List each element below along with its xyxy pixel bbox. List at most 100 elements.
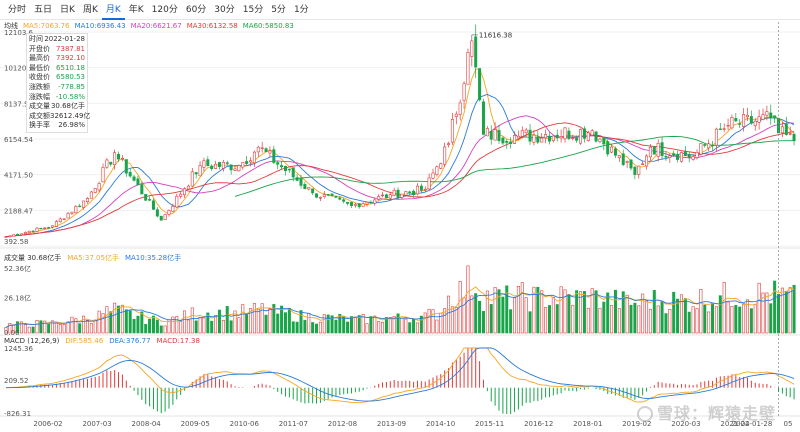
- candle-body: [757, 116, 761, 123]
- volume-bar: [186, 319, 190, 334]
- tooltip-key: 成交量: [29, 102, 50, 111]
- candle-body: [769, 112, 773, 119]
- tooltip-key: 时间: [29, 35, 43, 43]
- candle-body: [645, 155, 649, 167]
- volume-bar: [481, 311, 485, 334]
- candle-body: [606, 141, 610, 155]
- candle-body: [582, 128, 586, 139]
- candle-body: [159, 215, 163, 221]
- volume-axis-label: 0.00: [4, 329, 20, 337]
- volume-bar: [730, 306, 734, 334]
- volume-bar: [233, 310, 237, 334]
- candle-body: [788, 133, 792, 135]
- volume-bar: [120, 304, 124, 334]
- volume-bar: [8, 322, 12, 334]
- volume-bar: [163, 325, 167, 334]
- tooltip-row: 开盘价 7387.81: [29, 45, 85, 55]
- volume-legend-item: MA5:37.05亿手: [67, 254, 119, 262]
- ma30-line: [5, 122, 795, 238]
- candle-body: [485, 128, 489, 137]
- tooltip-value: 6510.18: [56, 63, 85, 72]
- ma10-line: [5, 93, 795, 238]
- candle-body: [536, 136, 540, 143]
- candle-body: [365, 202, 369, 205]
- candle-body: [695, 152, 699, 158]
- tab-9[interactable]: 15分: [242, 4, 264, 15]
- candle-body: [35, 227, 39, 232]
- volume-bar: [672, 291, 676, 334]
- tab-3[interactable]: 周K: [82, 4, 98, 15]
- tab-11[interactable]: 1分: [293, 4, 309, 15]
- volume-bar: [687, 311, 691, 334]
- volume-bar: [58, 324, 62, 334]
- candle-body: [524, 129, 528, 133]
- volume-bar: [773, 280, 777, 334]
- volume-bar: [575, 290, 579, 334]
- volume-bar: [171, 316, 175, 334]
- ma-legend-item: MA20:6621.67: [130, 22, 182, 30]
- volume-bar: [590, 288, 594, 334]
- candle-body: [280, 165, 284, 168]
- volume-ma5-line: [5, 286, 795, 328]
- volume-bar: [509, 309, 513, 334]
- tab-6[interactable]: 120分: [151, 4, 178, 15]
- volume-bar: [299, 310, 303, 334]
- volume-bar: [769, 303, 773, 334]
- candle-body: [617, 155, 621, 159]
- candle-body: [12, 234, 16, 237]
- candle-body: [299, 178, 303, 186]
- volume-bar: [443, 308, 447, 334]
- candle-body: [415, 185, 419, 195]
- volume-bar: [625, 294, 629, 334]
- macd-legend-item: MACD:17.38: [156, 337, 200, 345]
- tab-2[interactable]: 日K: [60, 4, 75, 15]
- volume-bar: [602, 301, 606, 334]
- candle-body: [229, 164, 233, 171]
- tooltip-row: 最高价 7392.10: [29, 54, 85, 64]
- volume-bar: [194, 320, 198, 334]
- candle-body: [481, 101, 485, 135]
- candle-body: [679, 152, 683, 162]
- volume-bar: [132, 318, 136, 334]
- volume-bar: [633, 302, 637, 334]
- volume-bar: [23, 324, 27, 334]
- candle-body: [16, 234, 20, 236]
- tab-4[interactable]: 月K: [101, 0, 125, 20]
- candle-body: [641, 163, 645, 165]
- volume-bar: [330, 315, 334, 334]
- volume-bar: [151, 315, 155, 334]
- volume-bar: [268, 308, 272, 334]
- tab-10[interactable]: 5分: [271, 4, 286, 15]
- tab-8[interactable]: 30分: [214, 4, 235, 15]
- candle-body: [668, 155, 672, 158]
- candle-body: [82, 200, 86, 208]
- tab-7[interactable]: 60分: [185, 4, 207, 15]
- candle-body: [396, 189, 400, 198]
- candle-body: [105, 159, 109, 168]
- volume-bar: [423, 312, 427, 334]
- volume-bar: [369, 316, 373, 334]
- volume-bar: [641, 293, 645, 334]
- volume-bar: [357, 315, 361, 334]
- volume-bar: [645, 300, 649, 334]
- candle-body: [516, 135, 520, 139]
- candle-body: [237, 165, 241, 172]
- candle-body: [85, 198, 89, 203]
- tab-0[interactable]: 分时: [8, 4, 27, 15]
- volume-bar: [179, 321, 183, 334]
- candle-body: [221, 161, 225, 169]
- volume-bar: [159, 325, 163, 334]
- tooltip-key: 涨跌幅: [29, 92, 50, 101]
- volume-bar: [272, 304, 276, 334]
- candle-body: [245, 161, 249, 164]
- volume-bar: [567, 293, 571, 334]
- candle-body: [672, 153, 676, 156]
- tab-5[interactable]: 年K: [128, 4, 144, 15]
- xueqiu-logo-icon: [636, 406, 653, 422]
- tab-1[interactable]: 五日: [34, 4, 53, 15]
- volume-bar: [82, 315, 86, 334]
- volume-bar: [210, 320, 214, 334]
- tooltip-row: 时间 2022-01-28: [29, 35, 85, 45]
- candle-body: [637, 165, 641, 175]
